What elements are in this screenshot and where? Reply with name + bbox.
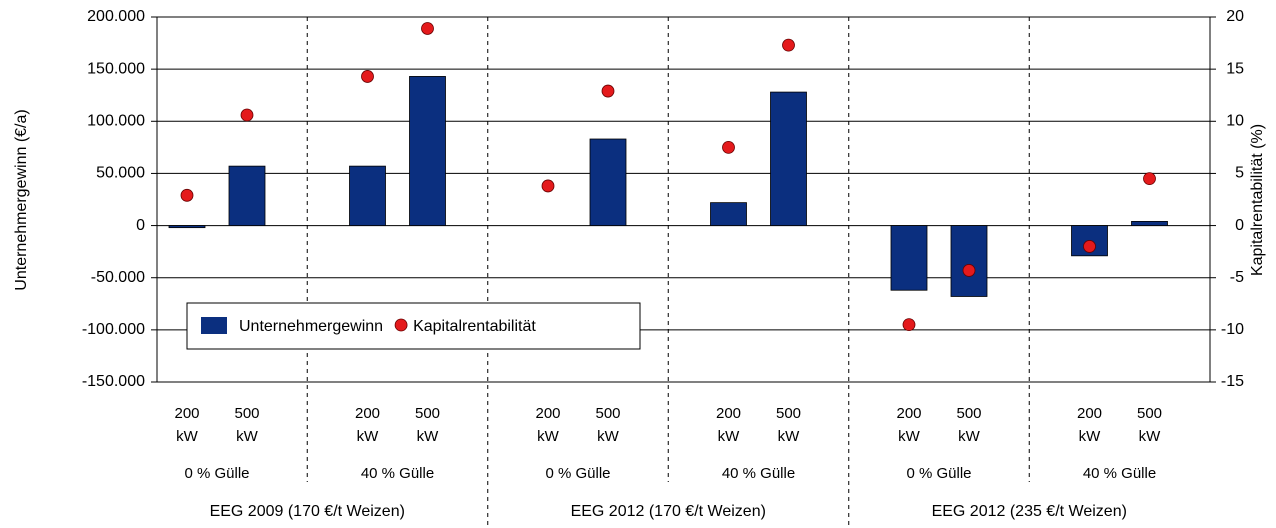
x-tick-label: 500 kW <box>415 405 440 445</box>
x-tick-label-line: 200 <box>716 405 741 422</box>
bar <box>770 91 807 226</box>
group-label: EEG 2012 (235 €/t Weizen) <box>932 503 1127 520</box>
y2-tick-label: 20 <box>1226 8 1244 25</box>
x-tick-label: 500 kW <box>956 405 981 445</box>
point <box>1083 240 1096 253</box>
subgroup-label: 40 % Gülle <box>1083 465 1156 482</box>
x-tick-label-line: 500 <box>956 405 981 422</box>
point <box>902 318 916 332</box>
x-tick-label: 200 kW <box>535 405 560 445</box>
x-tick-label-line: kW <box>898 428 921 445</box>
x-tick-label-line: kW <box>236 428 259 445</box>
x-tick-label-line: kW <box>537 428 560 445</box>
bar <box>589 138 627 226</box>
x-tick-label: 500 kW <box>776 405 801 445</box>
legend-label: Kapitalrentabilität <box>413 318 536 335</box>
x-tick-label-line: 200 <box>535 405 560 422</box>
x-tick-label-line: 200 <box>896 405 921 422</box>
x-tick-label-line: kW <box>718 428 741 445</box>
y2-axis-label: Kapitalrentabilität (%) <box>1249 124 1266 276</box>
y2-tick-label: -10 <box>1221 321 1244 338</box>
y2-tick-label: -15 <box>1221 373 1244 390</box>
x-tick-label-line: kW <box>417 428 440 445</box>
bar <box>349 165 386 226</box>
group-label: EEG 2012 (170 €/t Weizen) <box>571 503 766 520</box>
y-tick-label: -50.000 <box>91 269 145 286</box>
x-tick-label-line: 500 <box>415 405 440 422</box>
point <box>361 70 374 83</box>
x-tick-label-line: 500 <box>595 405 620 422</box>
x-tick-label: 200 kW <box>355 405 380 445</box>
y-tick-label: 150.000 <box>87 60 145 77</box>
y-tick-label: 100.000 <box>87 113 145 130</box>
x-tick-label-line: 500 <box>234 405 259 422</box>
point <box>421 22 434 35</box>
point <box>962 264 976 277</box>
x-tick-label-line: kW <box>778 428 801 445</box>
x-tick-label-line: kW <box>357 428 380 445</box>
y2-tick-label: 0 <box>1235 217 1244 234</box>
legend-box <box>186 302 641 350</box>
bar <box>168 225 206 229</box>
x-tick-label-line: kW <box>958 428 981 445</box>
x-tick-label: 200 kW <box>896 405 921 445</box>
x-tick-label-line: kW <box>597 428 620 445</box>
x-tick-label: 500 kW <box>1137 405 1162 445</box>
x-tick-label: 500 kW <box>595 405 620 445</box>
bar <box>409 76 446 226</box>
y2-tick-label: 15 <box>1226 60 1244 77</box>
x-tick-label: 500 kW <box>234 405 259 445</box>
y-tick-label: -100.000 <box>82 321 145 338</box>
x-tick-label-line: 500 <box>776 405 801 422</box>
point <box>601 84 615 98</box>
legend-swatch <box>394 318 408 332</box>
bar <box>890 225 928 291</box>
subgroup-label: 40 % Gülle <box>722 465 795 482</box>
x-tick-label-line: 500 <box>1137 405 1162 422</box>
legend-swatch <box>201 317 227 334</box>
subgroup-label: 40 % Gülle <box>361 465 434 482</box>
x-tick-label-line: kW <box>176 428 199 445</box>
x-tick-label: 200 kW <box>716 405 741 445</box>
x-tick-label-line: 200 <box>174 405 199 422</box>
point <box>180 188 194 202</box>
group-label: EEG 2009 (170 €/t Weizen) <box>210 503 405 520</box>
bar <box>710 202 747 226</box>
x-tick-label-line: kW <box>1079 428 1102 445</box>
point <box>541 179 555 193</box>
bar <box>1131 220 1168 226</box>
y-tick-label: 200.000 <box>87 8 145 25</box>
y-tick-label: 50.000 <box>96 165 145 182</box>
y2-tick-label: -5 <box>1230 269 1244 286</box>
y2-tick-label: 10 <box>1226 113 1244 130</box>
subgroup-label: 0 % Gülle <box>906 465 971 482</box>
subgroup-label: 0 % Gülle <box>545 465 610 482</box>
plot-frame <box>156 16 1211 383</box>
x-tick-label-line: kW <box>1139 428 1162 445</box>
x-tick-label: 200 kW <box>174 405 199 445</box>
point <box>722 140 735 154</box>
bar <box>228 165 266 226</box>
x-tick-label-line: 200 <box>1077 405 1102 422</box>
legend-label: Unternehmergewinn <box>239 318 383 335</box>
subgroup-label: 0 % Gülle <box>184 465 249 482</box>
x-tick-label-line: 200 <box>355 405 380 422</box>
y-axis-label: Unternehmergewinn (€/a) <box>13 109 30 290</box>
point <box>1143 172 1156 186</box>
y-tick-label: 0 <box>136 217 145 234</box>
bar <box>950 225 988 297</box>
x-tick-label: 200 kW <box>1077 405 1102 445</box>
y2-tick-label: 5 <box>1235 165 1244 182</box>
y-tick-label: -150.000 <box>82 373 145 390</box>
point <box>782 38 795 52</box>
point <box>240 108 254 122</box>
